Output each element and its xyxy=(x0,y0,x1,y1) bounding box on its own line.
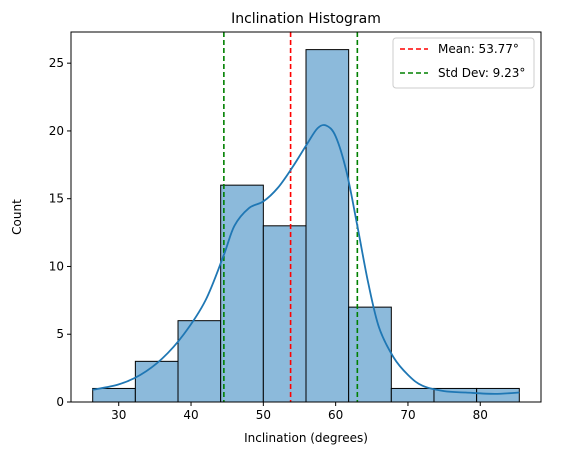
kde-curve xyxy=(92,124,520,395)
y-tick-label: 10 xyxy=(49,259,64,273)
histogram-bar-6 xyxy=(348,306,392,403)
y-tick-label: 15 xyxy=(49,192,64,206)
y-tick-label: 5 xyxy=(56,327,64,341)
histogram-bar-2 xyxy=(177,320,222,403)
legend-std-label: Std Dev: 9.23° xyxy=(438,66,525,80)
histogram-bar-9 xyxy=(476,387,520,403)
kde-layer xyxy=(92,124,520,395)
y-axis: 0 5 10 15 20 25 xyxy=(49,56,71,409)
x-tick-label: 60 xyxy=(328,408,343,422)
chart-title: Inclination Histogram xyxy=(231,11,381,27)
histogram-bar-3 xyxy=(220,184,264,403)
histogram-bar-5 xyxy=(305,49,350,403)
x-tick-label: 80 xyxy=(473,408,488,422)
plot-frame xyxy=(70,31,542,403)
x-tick-label: 30 xyxy=(111,408,126,422)
x-axis: 30 40 50 60 70 80 xyxy=(111,402,488,422)
x-tick-label: 40 xyxy=(183,408,198,422)
legend-box xyxy=(392,37,535,89)
x-tick-label: 70 xyxy=(400,408,415,422)
bars-layer xyxy=(92,49,520,403)
histogram-bar-4 xyxy=(262,225,307,403)
y-axis-label: Count xyxy=(10,199,24,235)
legend-mean-label: Mean: 53.77° xyxy=(438,42,519,56)
y-tick-label: 20 xyxy=(49,124,64,138)
legend: Mean: 53.77° Std Dev: 9.23° xyxy=(392,37,535,89)
histogram-bar-1 xyxy=(134,360,179,403)
reference-lines-layer xyxy=(223,32,359,402)
histogram-bar-7 xyxy=(390,387,435,403)
histogram-bar-0 xyxy=(92,387,136,403)
x-tick-label: 50 xyxy=(256,408,271,422)
x-axis-label: Inclination (degrees) xyxy=(244,431,368,445)
y-tick-label: 0 xyxy=(56,395,64,409)
y-tick-label: 25 xyxy=(49,56,64,70)
